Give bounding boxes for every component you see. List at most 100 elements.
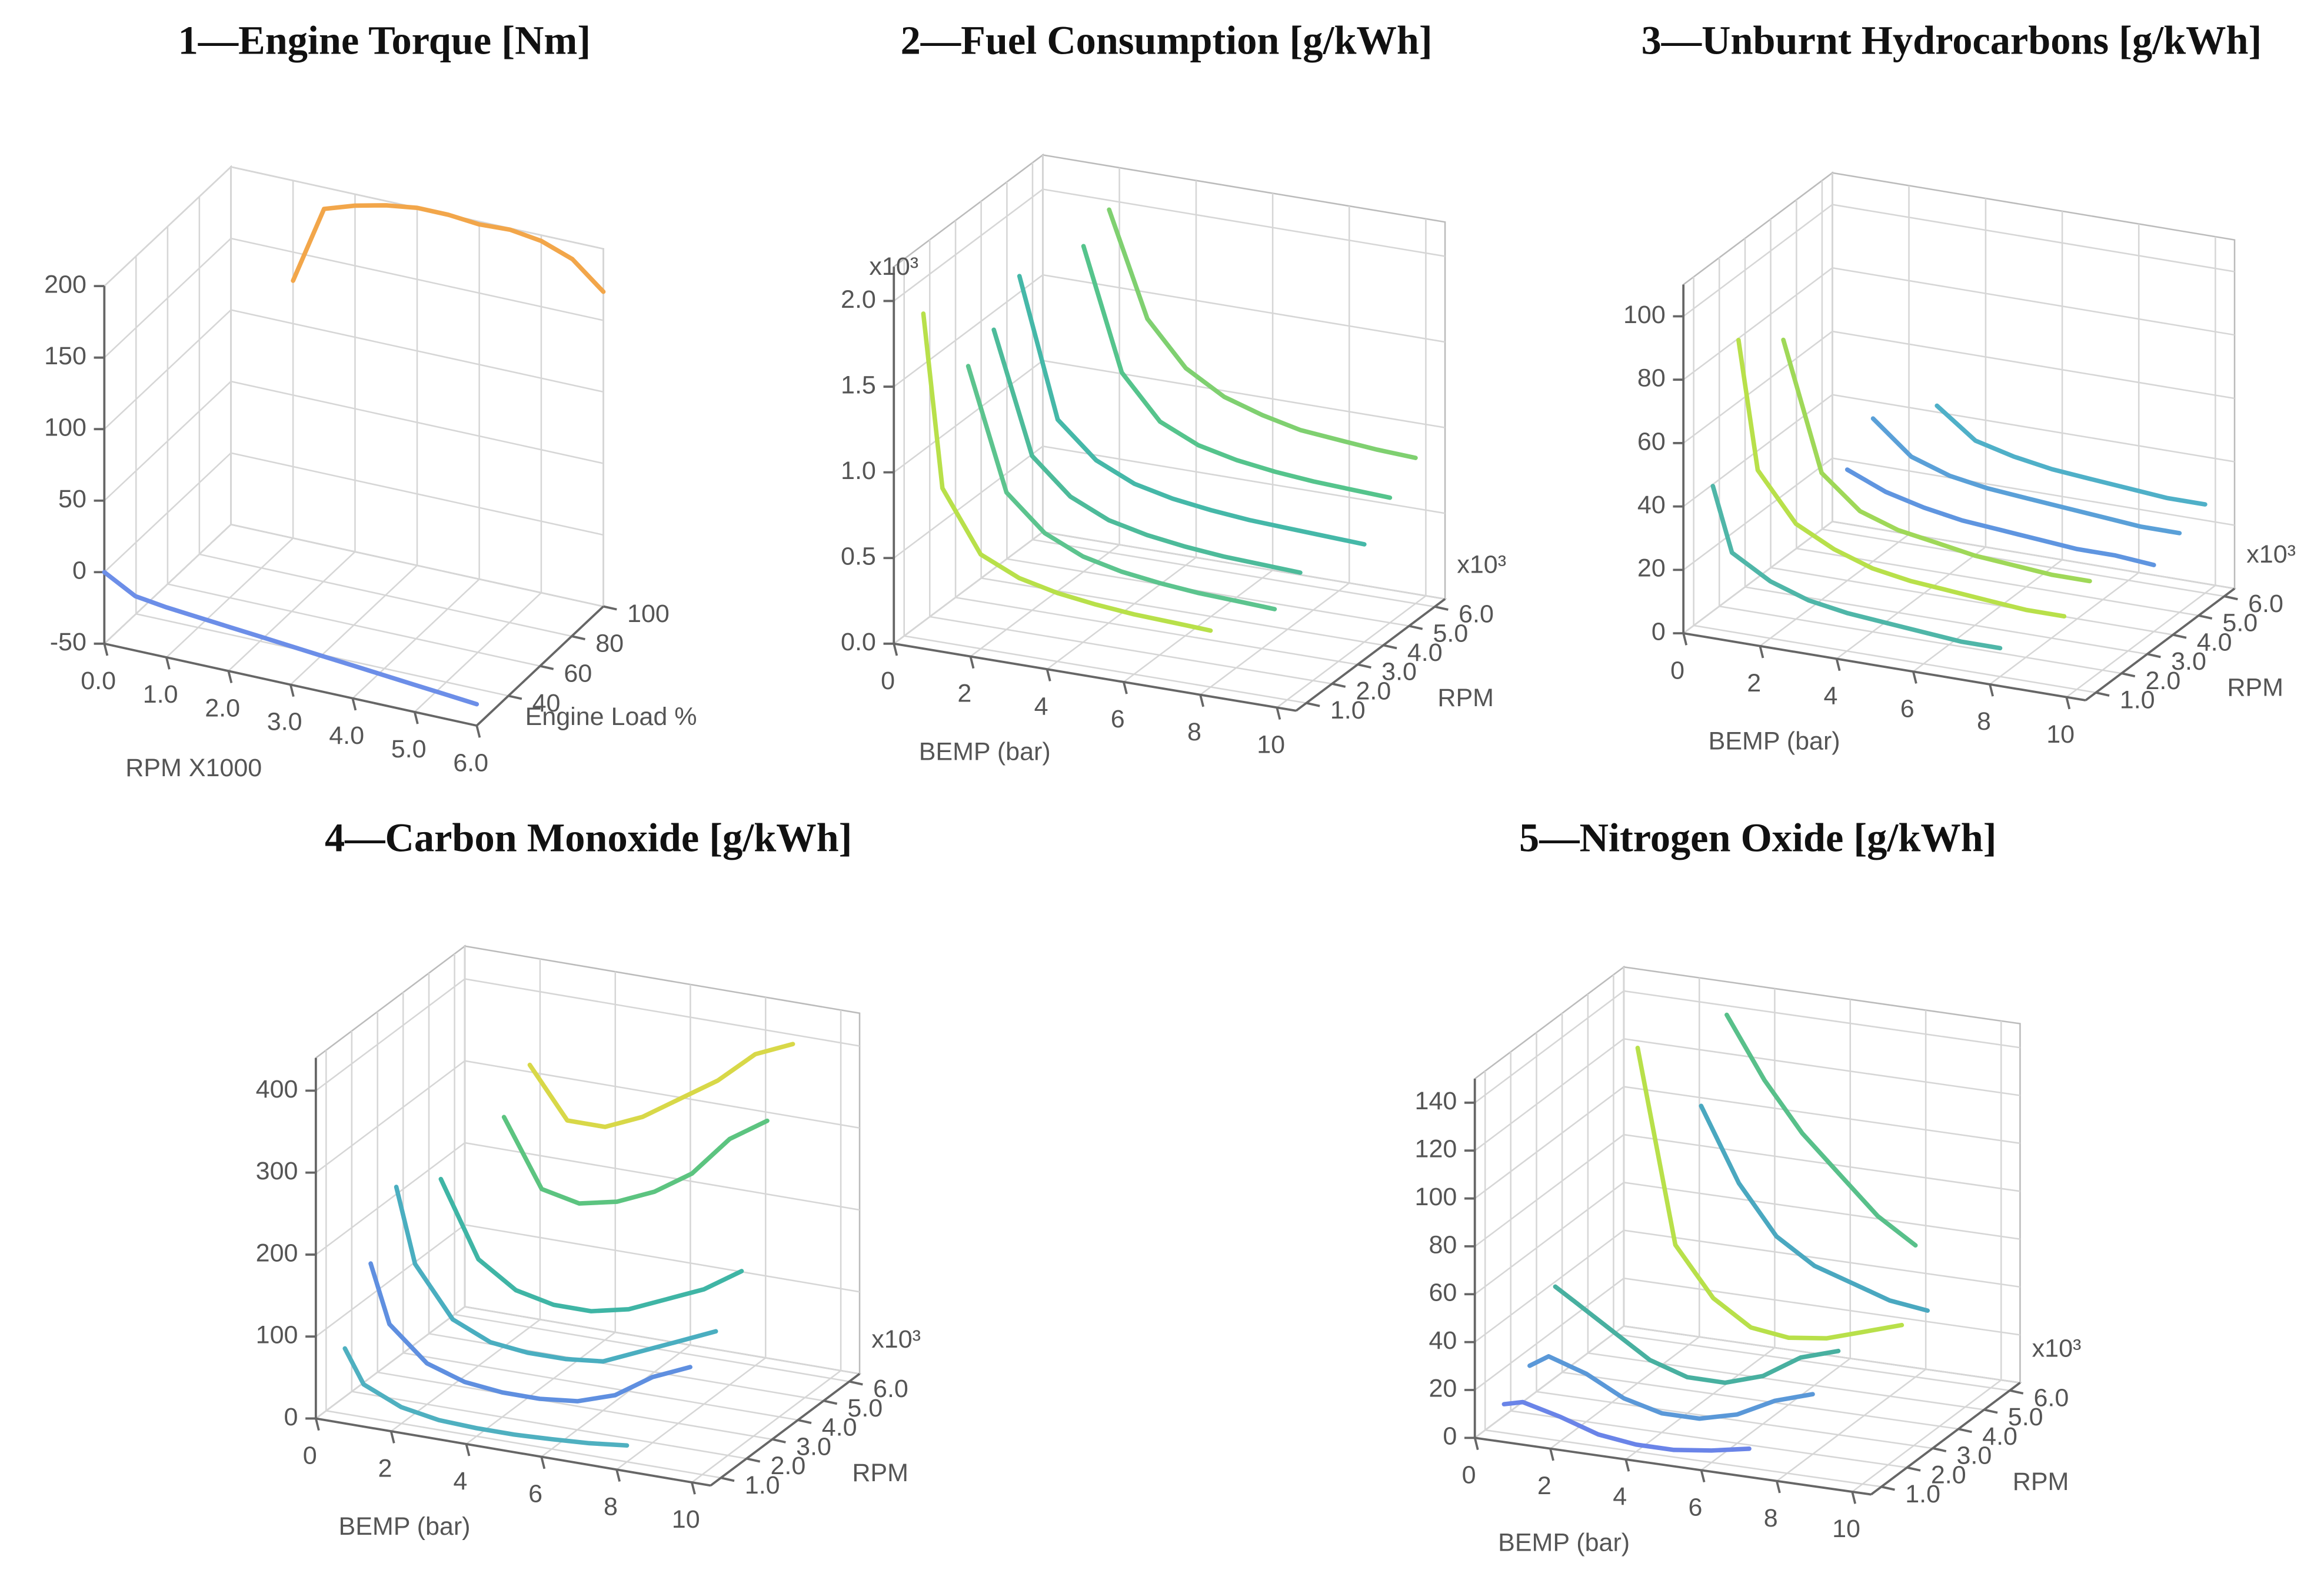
back-wall (1042, 154, 1446, 600)
curve (501, 1115, 770, 1206)
x-tick-label: 0 (303, 1442, 317, 1470)
y-tick-label: 1.0 (745, 1471, 780, 1499)
z-grid-line (315, 1223, 860, 1338)
x-tick (1549, 1448, 1554, 1461)
z-grid-line (1683, 330, 2235, 444)
y-tick (2147, 653, 2161, 659)
z-tick-label: 1.5 (841, 371, 876, 399)
x-tick-label: 8 (1187, 718, 1201, 746)
x-axis (893, 642, 1297, 712)
x-tick (691, 1482, 696, 1495)
x-axis-title: RPM X1000 (125, 754, 262, 782)
y-tick-label: 5.0 (2222, 609, 2258, 637)
z-tick-label: 0 (72, 557, 86, 585)
y-multiplier: x10³ (871, 1325, 921, 1353)
z-grid-line (315, 1306, 860, 1419)
z-tick-label: 40 (1429, 1326, 1457, 1355)
z-grid-line (1683, 457, 2235, 571)
y-axis (710, 1372, 861, 1486)
y-axis (475, 606, 604, 727)
y-tick (1906, 1466, 1921, 1472)
x-grid-line (616, 997, 767, 1471)
y-tick-label: 100 (627, 600, 670, 628)
z-grid-line (104, 523, 604, 644)
z-tick-label: 200 (44, 271, 86, 299)
x-grid-line (414, 235, 542, 713)
x-tick (615, 1469, 621, 1482)
z-grid-line (1683, 520, 2235, 634)
x-tick-label: 10 (2046, 720, 2075, 749)
x-grid-line (1123, 193, 1274, 683)
y-grid-line (454, 953, 850, 1382)
z-tick-label: 60 (1429, 1279, 1457, 1307)
x-axis (1683, 632, 2086, 701)
y-tick (849, 1380, 863, 1386)
z-tick-label: 120 (1415, 1135, 1457, 1163)
y-tick-label: 4.0 (822, 1414, 857, 1442)
z-tick-label: 40 (1637, 491, 1666, 519)
x-tick-label: 5.0 (391, 735, 427, 763)
y-tick-label: 80 (595, 630, 624, 658)
x-tick (103, 643, 109, 656)
z-grid-line (1683, 394, 2235, 507)
z-tick-label: 150 (44, 342, 86, 370)
x-axis (1474, 1436, 1872, 1496)
y-tick-label: 5.0 (847, 1394, 883, 1422)
y-axis-title: Engine Load % (525, 703, 697, 731)
curve (1527, 1354, 1815, 1421)
z-tick-label: 60 (1637, 427, 1666, 455)
z-tick-label: 0 (1443, 1422, 1457, 1451)
y-tick (2095, 691, 2110, 697)
x-grid-line (1683, 172, 1833, 634)
z-tick-label: 100 (1415, 1183, 1457, 1211)
x-tick (540, 1456, 546, 1469)
x-grid-line (1776, 1010, 1927, 1482)
x-tick (893, 643, 898, 656)
x-tick (413, 711, 419, 724)
x-tick-label: 2 (957, 680, 971, 708)
z-tick-label: 140 (1415, 1087, 1457, 1115)
y-tick (603, 605, 617, 611)
x-grid-line (1550, 977, 1700, 1449)
z-grid-line (1683, 267, 2235, 381)
curve (1844, 467, 2156, 567)
curve (1699, 1103, 1930, 1313)
z-grid-line (1683, 204, 2235, 317)
y-axis (2085, 587, 2236, 701)
y-tick-label: 3.0 (1381, 658, 1417, 686)
x-grid-line (2066, 237, 2216, 698)
x-tick-label: 6 (1111, 705, 1125, 733)
y-axis (1870, 1382, 2021, 1496)
y-grid-line (1536, 1032, 1933, 1449)
x-tick-label: 6 (1688, 1494, 1702, 1522)
chart-title: 5—Nitrogen Oxide [g/kWh] (1519, 815, 1996, 860)
z-grid-line (893, 445, 1446, 559)
x-tick-label: 1.0 (143, 680, 178, 709)
y-grid-line (1718, 257, 2122, 674)
y-tick-label: 2.0 (1356, 677, 1391, 705)
z-tick-label: 80 (1637, 364, 1666, 393)
z-tick-label: 0.0 (841, 628, 876, 656)
chart-title: 3—Unburnt Hydrocarbons [g/kWh] (1642, 18, 2262, 63)
y-tick (540, 664, 554, 670)
curve (965, 364, 1277, 611)
z-grid-line (893, 188, 1446, 302)
x-tick-label: 2 (1537, 1472, 1551, 1500)
z-grid-line (104, 309, 604, 430)
chart-title: 4—Carbon Monoxide [g/kWh] (325, 815, 852, 860)
y-axis (1295, 598, 1446, 712)
x-tick (351, 698, 357, 711)
curve (1710, 484, 2003, 651)
y-tick (1409, 624, 1423, 630)
y-tick-label: 1.0 (1905, 1480, 1940, 1508)
y-tick-label: 4.0 (1407, 638, 1443, 667)
curve (291, 203, 606, 294)
x-tick (1276, 707, 1281, 720)
y-axis-title: RPM (2013, 1468, 2069, 1496)
y-tick-label: 6.0 (1459, 600, 1494, 628)
y-axis-title: RPM (852, 1459, 908, 1487)
z-grid-line (104, 237, 604, 358)
curve (1781, 337, 2092, 584)
z-grid-line (1474, 1086, 2020, 1199)
z-grid-line (315, 1060, 860, 1173)
